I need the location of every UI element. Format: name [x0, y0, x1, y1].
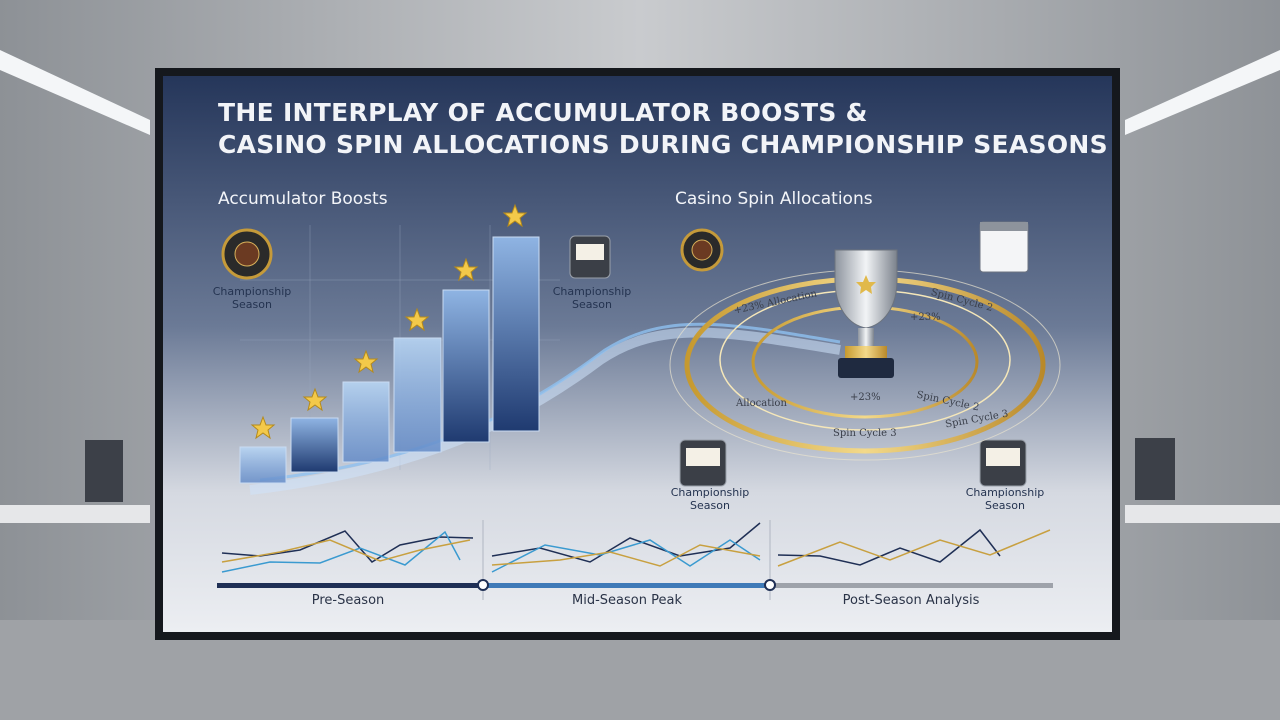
bar — [492, 236, 540, 432]
star — [502, 203, 528, 228]
icon-label: Championship Season — [212, 285, 292, 311]
bar — [393, 337, 442, 453]
ceiling-light — [0, 50, 150, 135]
calendar-header — [980, 222, 1028, 231]
star — [250, 415, 276, 440]
trophy — [834, 249, 898, 378]
section-heading: Accumulator Boosts — [218, 189, 388, 209]
slot-reels — [686, 448, 720, 466]
trophy-band — [845, 346, 887, 358]
slot-reels — [986, 448, 1020, 466]
ring-label: +23% — [910, 312, 941, 323]
timeline-node — [477, 579, 489, 591]
star — [453, 257, 479, 282]
bar — [442, 289, 490, 443]
title: CASINO SPIN ALLOCATIONS DURING CHAMPIONS… — [218, 130, 1108, 159]
stars — [250, 203, 528, 440]
monitor — [1135, 438, 1175, 500]
roulette-center — [691, 239, 713, 261]
bar — [290, 417, 339, 473]
timeline-label: Pre-Season — [311, 593, 385, 608]
icon-label: Championship Season — [965, 486, 1045, 512]
screen — [163, 76, 1112, 632]
timeline-label: Post-Season Analysis — [842, 593, 980, 608]
icon-label: Championship Season — [670, 486, 750, 512]
bar — [239, 446, 287, 484]
trend-line — [491, 539, 761, 573]
trophy-base — [838, 358, 894, 378]
trend-line — [491, 544, 761, 567]
bars — [239, 236, 540, 484]
timeline-label: Mid-Season Peak — [572, 593, 682, 608]
icon-label: Championship Season — [552, 285, 632, 311]
star — [404, 307, 430, 332]
timeline-segment — [483, 583, 770, 588]
section-heading: Casino Spin Allocations — [675, 189, 873, 209]
star — [302, 387, 328, 412]
slot-machines — [569, 235, 1027, 487]
ring-label: Allocation — [736, 398, 787, 409]
timeline-segment — [217, 583, 483, 588]
desk — [1125, 505, 1280, 523]
slot-reels — [576, 244, 604, 260]
timeline-segment — [770, 583, 1053, 588]
trophy-stem — [858, 328, 874, 346]
roulette-icon — [221, 228, 724, 280]
title: THE INTERPLAY OF ACCUMULATOR BOOSTS & — [218, 98, 868, 127]
calendar-icon — [979, 221, 1029, 273]
trend-line — [221, 539, 471, 563]
monitor — [85, 440, 123, 502]
trend-line — [221, 530, 461, 573]
ceiling-light — [1125, 50, 1280, 135]
trophy-star — [856, 275, 876, 294]
flow-swoosh — [249, 327, 841, 495]
trend-line — [777, 528, 1001, 566]
star — [353, 349, 379, 374]
timeline-node — [764, 579, 776, 591]
trend-line — [777, 529, 1051, 567]
desk — [0, 505, 150, 523]
roulette-center — [234, 241, 260, 267]
bar — [342, 381, 390, 463]
ring-label: Spin Cycle 3 — [833, 428, 897, 439]
mini-line-charts — [221, 522, 1051, 573]
ring-label: +23% — [850, 392, 881, 403]
